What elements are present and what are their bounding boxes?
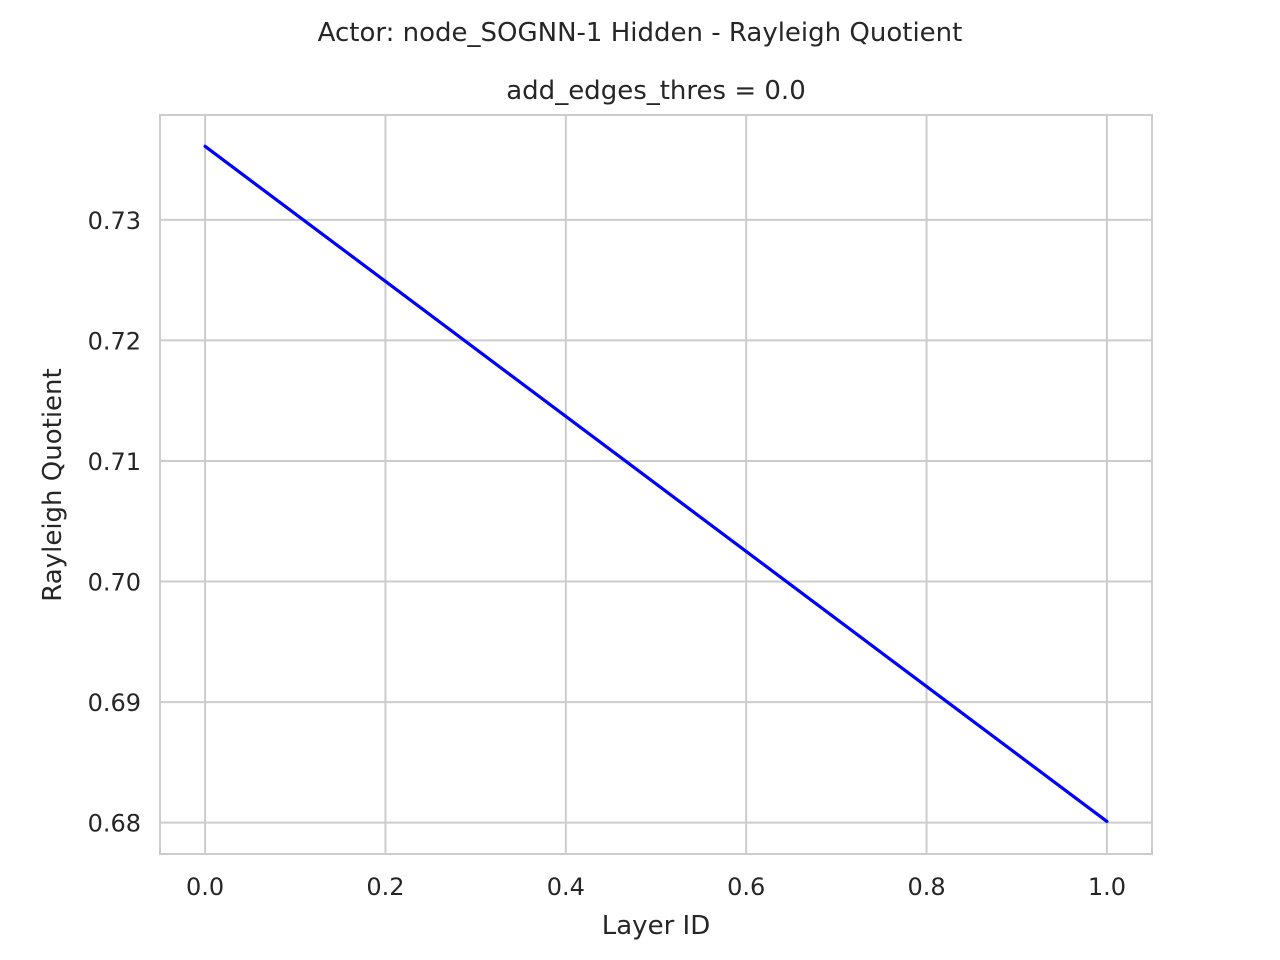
x-tick-label: 0.8: [907, 873, 945, 901]
series-line: [203, 144, 1109, 824]
x-tick-label: 0.4: [547, 873, 585, 901]
x-tick-label: 1.0: [1088, 873, 1126, 901]
grid: [160, 115, 1152, 854]
y-tick-label: 0.73: [88, 207, 141, 235]
plot-area-frame: [159, 114, 1153, 855]
y-tick-label: 0.68: [88, 810, 141, 838]
x-tick-label: 0.6: [727, 873, 765, 901]
y-tick-label: 0.69: [88, 689, 141, 717]
chart-suptitle: Actor: node_SOGNN-1 Hidden - Rayleigh Qu…: [318, 18, 963, 48]
x-tick-label: 0.0: [186, 873, 224, 901]
x-axis-ticks: 0.0 0.2 0.4 0.6 0.8 1.0: [186, 873, 1126, 901]
y-tick-label: 0.71: [88, 448, 141, 476]
y-axis-ticks: 0.68 0.69 0.70 0.71 0.72 0.73: [88, 207, 141, 838]
x-tick-label: 0.2: [366, 873, 404, 901]
y-axis-label: Rayleigh Quotient: [38, 368, 68, 601]
chart-title: add_edges_thres = 0.0: [506, 76, 805, 106]
series-layer: [203, 144, 1109, 824]
y-tick-label: 0.72: [88, 327, 141, 355]
x-axis-label: Layer ID: [602, 911, 710, 941]
y-tick-label: 0.70: [88, 569, 141, 597]
